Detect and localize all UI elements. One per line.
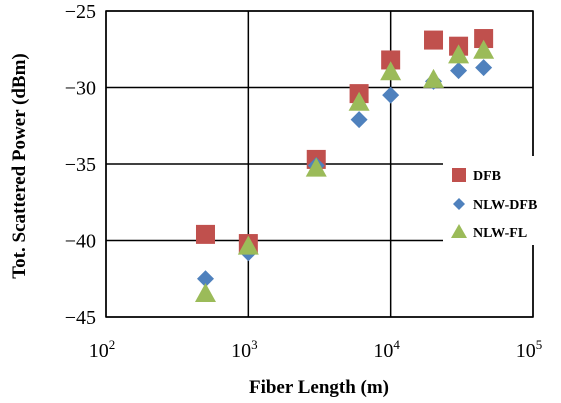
y-tick-label: −25 <box>65 1 96 23</box>
x-tick-label: 102 <box>89 337 116 362</box>
x-tick-label: 104 <box>373 337 400 362</box>
data-point-nlw-fl <box>194 283 216 303</box>
data-point-nlw-fl <box>305 157 327 177</box>
data-point-dfb <box>195 224 215 244</box>
legend: DFB NLW-DFB NLW-FL <box>443 156 560 245</box>
legend-label: DFB <box>473 169 501 184</box>
x-tick-label: 103 <box>231 337 257 362</box>
x-axis-title: Fiber Length (m) <box>249 377 389 398</box>
data-point-nlw-fl <box>348 91 370 111</box>
x-tick-labels: 102 103 104 105 <box>89 337 543 362</box>
data-point-nlw-dfb <box>475 59 493 77</box>
legend-marker <box>452 168 466 182</box>
data-point-nlw-dfb <box>382 86 400 104</box>
data-point-nlw-dfb <box>450 62 468 80</box>
series-nlw-fl <box>194 39 495 303</box>
data-point-dfb <box>424 30 444 50</box>
y-tick-labels: −25 −30 −35 −40 −45 <box>65 1 96 329</box>
data-point-nlw-fl <box>380 61 402 81</box>
legend-marker <box>451 224 467 238</box>
data-points <box>194 29 495 303</box>
data-point-nlw-fl <box>237 235 259 255</box>
x-tick-label: 105 <box>516 337 543 362</box>
data-point-nlw-dfb <box>196 270 214 288</box>
legend-label: NLW-DFB <box>473 198 537 213</box>
data-point-dfb <box>474 29 494 49</box>
data-point-nlw-fl <box>423 68 445 88</box>
y-tick-label: −45 <box>65 307 96 329</box>
y-tick-label: −40 <box>65 231 96 253</box>
legend-label: NLW-FL <box>473 226 527 241</box>
y-axis-title: Tot. Scattered Power (dBm) <box>9 53 30 279</box>
data-point-nlw-dfb <box>350 111 368 129</box>
data-point-nlw-fl <box>448 44 470 64</box>
y-tick-label: −35 <box>65 154 96 176</box>
data-point-nlw-fl <box>473 39 495 59</box>
legend-marker <box>453 198 465 210</box>
data-point-dfb <box>381 50 401 70</box>
y-tick-label: −30 <box>65 78 96 100</box>
